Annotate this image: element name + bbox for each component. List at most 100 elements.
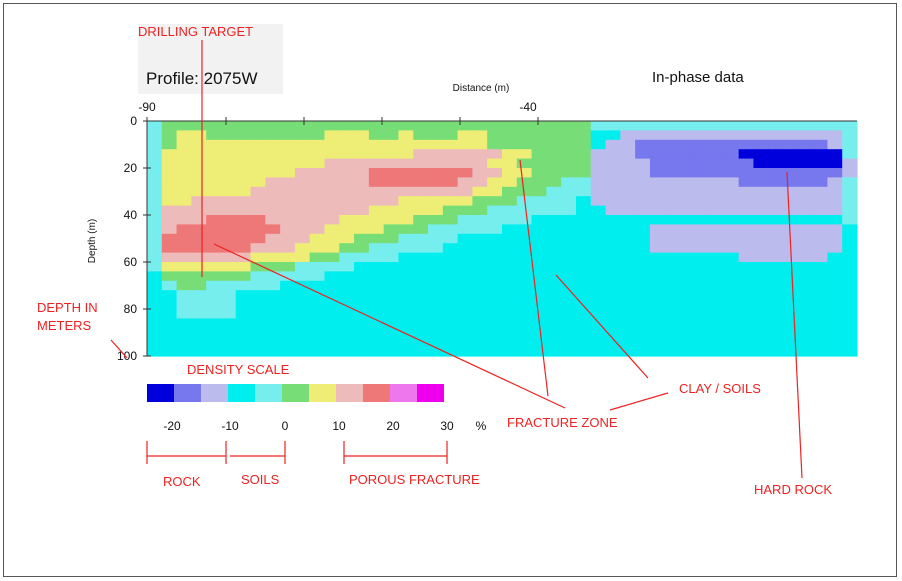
heatmap-cell	[265, 271, 281, 282]
heatmap-cell	[354, 243, 370, 254]
heatmap-cell	[531, 233, 547, 244]
heatmap-cell	[516, 168, 533, 178]
heatmap-cell	[679, 233, 695, 244]
heatmap-cell	[768, 290, 784, 301]
heatmap-cell	[176, 205, 192, 216]
heatmap-cell	[191, 346, 207, 357]
heatmap-cell	[324, 168, 340, 178]
heatmap-cell	[502, 233, 518, 244]
heatmap-cell	[176, 318, 192, 329]
heatmap-cell	[294, 139, 311, 150]
heatmap-cell	[502, 252, 518, 263]
heatmap-cell	[709, 327, 725, 338]
heatmap-cell	[161, 205, 178, 216]
heatmap-cell	[339, 309, 355, 319]
heatmap-cell	[309, 205, 326, 216]
heatmap-cell	[590, 262, 607, 272]
heatmap-cell	[354, 318, 370, 329]
heatmap-cell	[649, 309, 666, 319]
heatmap-cell	[812, 327, 829, 338]
heatmap-cell	[694, 158, 710, 169]
heatmap-cell	[723, 337, 740, 348]
heatmap-cell	[280, 262, 296, 272]
heatmap-cell	[472, 149, 488, 160]
heatmap-cell	[694, 337, 710, 348]
heatmap-cell	[812, 215, 829, 225]
heatmap-cell	[354, 205, 370, 216]
heatmap-cell	[753, 224, 769, 235]
heatmap-cell	[487, 139, 503, 150]
heatmap-cell	[368, 196, 385, 207]
heatmap-cell	[457, 262, 474, 272]
heatmap-cell	[649, 186, 666, 197]
heatmap-cell	[161, 224, 178, 235]
heatmap-cell	[561, 158, 577, 169]
heatmap-cell	[428, 139, 444, 150]
heatmap-cell	[413, 280, 429, 291]
heatmap-cell	[827, 121, 843, 131]
heatmap-cell	[442, 337, 459, 348]
heatmap-cell	[783, 299, 799, 310]
heatmap-cell	[575, 215, 592, 225]
heatmap-cell	[502, 205, 518, 216]
heatmap-cell	[635, 121, 651, 131]
heatmap-cell	[723, 121, 740, 131]
heatmap-cell	[398, 205, 414, 216]
heatmap-cell	[472, 337, 488, 348]
heatmap-cell	[161, 196, 178, 207]
heatmap-cell	[575, 299, 592, 310]
heatmap-cell	[487, 318, 503, 329]
heatmap-cell	[709, 196, 725, 207]
heatmap-cell	[709, 262, 725, 272]
heatmap-cell	[812, 196, 829, 207]
heatmap-cell	[679, 139, 695, 150]
heatmap-cell	[827, 280, 843, 291]
heatmap-cell	[531, 158, 547, 169]
heatmap-cell	[575, 271, 592, 282]
heatmap-cell	[206, 224, 222, 235]
heatmap-cell	[472, 290, 488, 301]
heatmap-cell	[753, 196, 769, 207]
heatmap-cell	[768, 215, 784, 225]
heatmap-cell	[265, 252, 281, 263]
heatmap-cell	[723, 243, 740, 254]
heatmap-cell	[561, 186, 577, 197]
heatmap-cell	[723, 130, 740, 141]
heatmap-cell	[191, 327, 207, 338]
heatmap-cell	[413, 168, 429, 178]
heatmap-cell	[472, 252, 488, 263]
heatmap-cell	[294, 327, 311, 338]
heatmap-cell	[605, 149, 621, 160]
heatmap-cell	[738, 271, 755, 282]
heatmap-cell	[176, 139, 192, 150]
heatmap-cell	[368, 299, 385, 310]
heatmap-cell	[383, 186, 400, 197]
heatmap-cell	[738, 327, 755, 338]
heatmap-cell	[620, 290, 636, 301]
heatmap-cell	[531, 205, 547, 216]
title-highlight	[138, 24, 283, 94]
heatmap-cell	[220, 252, 237, 263]
heatmap-cell	[723, 186, 740, 197]
heatmap-cell	[649, 327, 666, 338]
heatmap-cell	[738, 262, 755, 272]
heatmap-cell	[235, 290, 252, 301]
heatmap-cell	[191, 337, 207, 348]
heatmap-cell	[220, 290, 237, 301]
heatmap-cell	[354, 139, 370, 150]
heatmap-cell	[191, 299, 207, 310]
x-tick-label: -90	[138, 100, 156, 114]
heatmap-cell	[723, 271, 740, 282]
heatmap-cell	[561, 177, 577, 188]
heatmap-cell	[235, 149, 252, 160]
x-axis-title: Distance (m)	[453, 83, 510, 94]
heatmap-cell	[428, 252, 444, 263]
heatmap-cell	[768, 233, 784, 244]
heatmap-cell	[161, 280, 178, 291]
heatmap-cell	[605, 215, 621, 225]
heatmap-cell	[797, 139, 814, 150]
heatmap-cell	[250, 186, 266, 197]
heatmap-cell	[442, 346, 459, 357]
heatmap-cell	[783, 215, 799, 225]
heatmap-cell	[294, 290, 311, 301]
